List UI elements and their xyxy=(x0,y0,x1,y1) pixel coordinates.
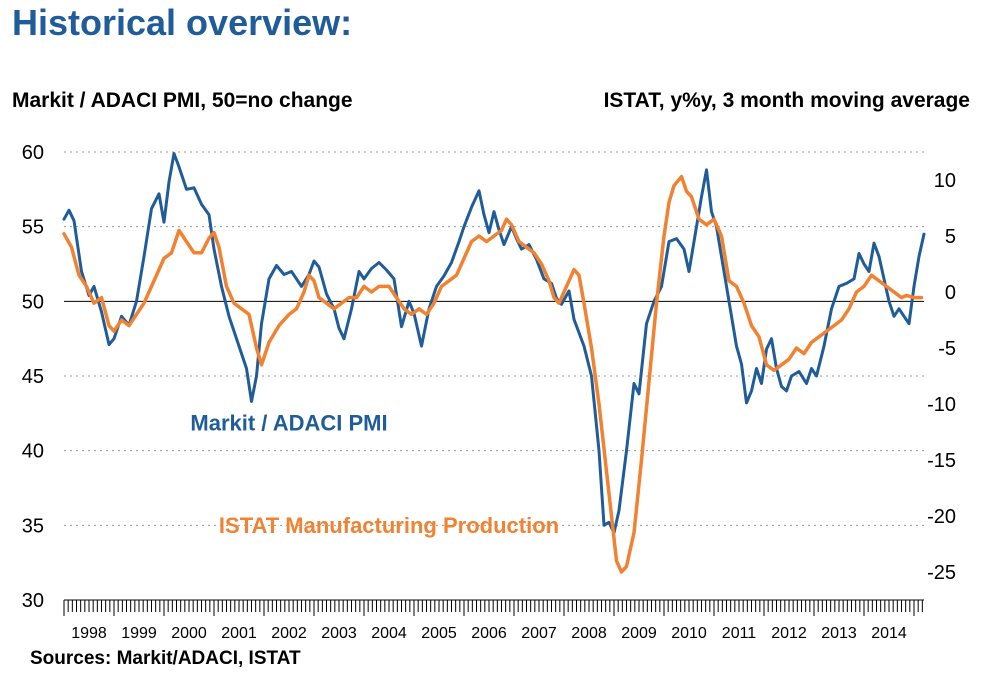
pmi-annotation: Markit / ADACI PMI xyxy=(190,410,387,435)
left-tick-label: 55 xyxy=(22,217,44,239)
istat-line xyxy=(62,174,924,574)
right-tick-label: 5 xyxy=(945,226,956,248)
right-tick-label: -20 xyxy=(927,506,956,528)
left-tick-label: 45 xyxy=(22,366,44,388)
x-tick-label: 2010 xyxy=(671,625,707,642)
x-tick-label: 2013 xyxy=(821,625,857,642)
left-axis-label: Markit / ADACI PMI, 50=no change xyxy=(12,89,353,112)
series-lines xyxy=(62,152,926,574)
left-tick-label: 35 xyxy=(22,515,44,537)
left-tick-label: 60 xyxy=(22,142,44,164)
x-tick-label: 1999 xyxy=(121,625,157,642)
right-tick-label: -10 xyxy=(927,394,956,416)
series-annotations: Markit / ADACI PMI ISTAT Manufacturing Pr… xyxy=(190,410,559,538)
right-axis-label: ISTAT, y%y, 3 month moving average xyxy=(603,89,970,112)
right-tick-label: -25 xyxy=(927,562,956,584)
left-tick-label: 50 xyxy=(22,291,44,313)
x-tick-label: 2011 xyxy=(722,625,757,642)
x-tick-label: 2001 xyxy=(221,625,257,642)
gridlines xyxy=(64,151,924,526)
left-axis-ticks: 60 55 50 45 40 35 30 xyxy=(22,142,44,612)
page-title: Historical overview: xyxy=(12,2,353,43)
x-tick-label: 2007 xyxy=(521,625,557,642)
x-tick-label: 2005 xyxy=(421,625,457,642)
x-tick-label: 2012 xyxy=(771,625,807,642)
x-tick-label: 2008 xyxy=(571,625,607,642)
x-tick-label: 2003 xyxy=(321,625,357,642)
right-tick-label: -15 xyxy=(927,450,956,472)
x-tick-label: 2000 xyxy=(171,625,207,642)
sources-note: Sources: Markit/ADACI, ISTAT xyxy=(30,648,301,669)
x-tick-label: 2006 xyxy=(471,625,507,642)
right-tick-label: -5 xyxy=(938,338,956,360)
x-tick-label: 2004 xyxy=(371,625,407,642)
x-tick-label: 2014 xyxy=(871,625,907,642)
right-tick-label: 10 xyxy=(934,170,956,192)
right-tick-label: 0 xyxy=(945,282,956,304)
left-tick-label: 30 xyxy=(22,590,44,612)
right-axis-ticks: 10 5 0 -5 -10 -15 -20 -25 xyxy=(927,170,956,584)
pmi-line xyxy=(62,152,926,535)
left-tick-label: 40 xyxy=(22,441,44,463)
istat-annotation: ISTAT Manufacturing Production xyxy=(219,513,559,538)
x-tick-label: 2009 xyxy=(621,625,657,642)
x-tick-label: 2002 xyxy=(271,625,307,642)
x-tick-label: 1998 xyxy=(71,625,107,642)
x-axis: 1998 1999 2000 2001 2002 2003 2004 2005 2006 2007… xyxy=(63,599,924,642)
